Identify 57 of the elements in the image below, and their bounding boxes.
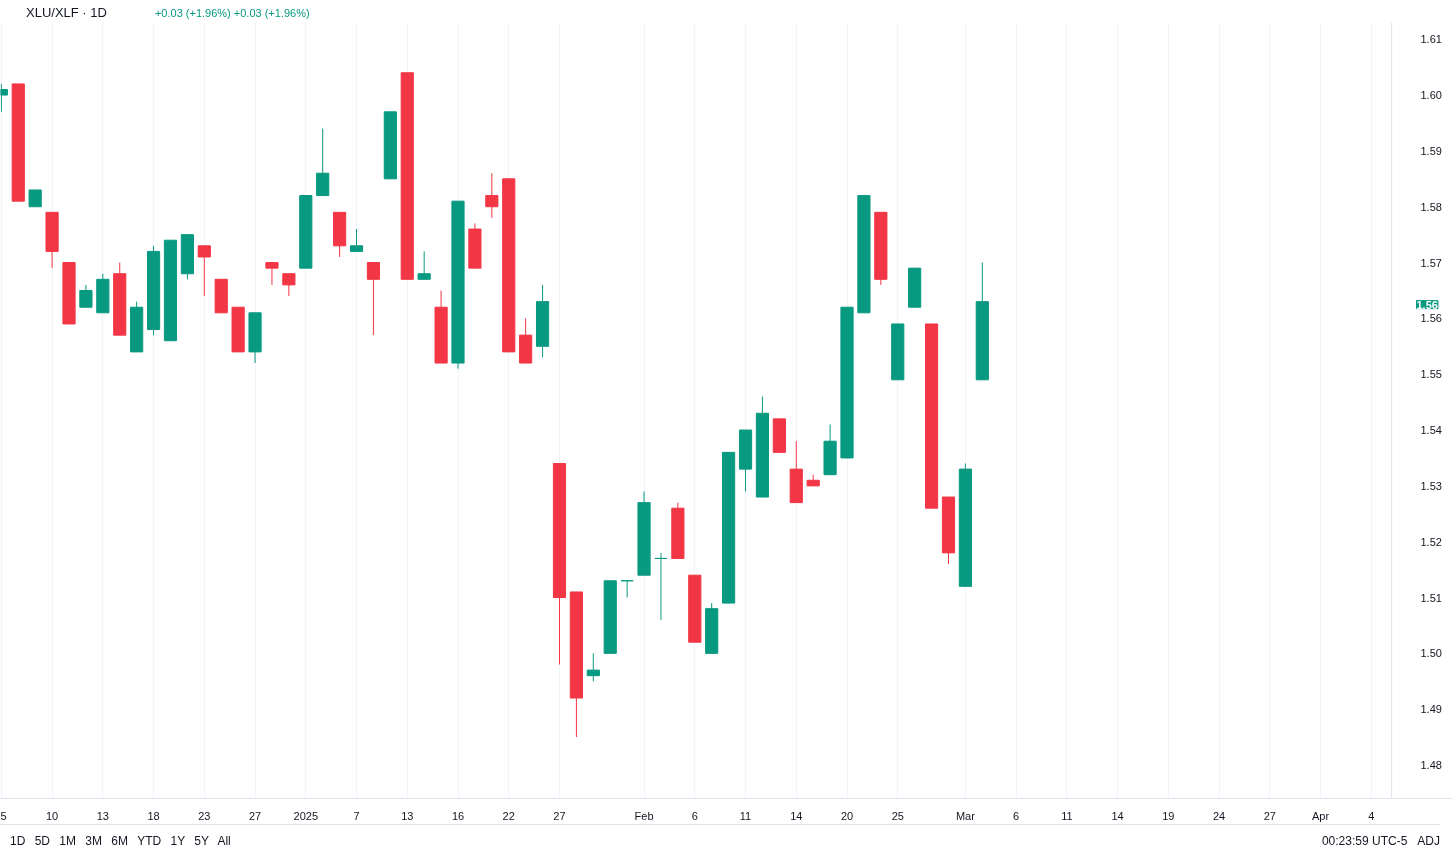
x-tick-label: 13	[96, 809, 109, 822]
x-tick-label: Feb	[634, 809, 654, 822]
text: 00:23:59 UTC-5 ADJ	[1321, 834, 1440, 848]
candlestick	[79, 284, 93, 308]
y-tick-label: 1.58	[1420, 200, 1442, 213]
x-tick-label: 6	[691, 809, 698, 822]
x-tick-label: 10	[45, 809, 59, 822]
candlestick	[366, 262, 381, 336]
x-tick-label: 2025	[293, 809, 319, 822]
x-tick-label: 20	[840, 809, 854, 822]
x-tick-label: 16	[451, 809, 465, 822]
x-tick-label: 14	[1111, 809, 1124, 822]
candlestick	[485, 172, 499, 219]
x-tick-label: 6	[1013, 809, 1020, 822]
x-tick-label: 7	[353, 809, 360, 822]
x-tick-label: 25	[891, 809, 904, 822]
x-tick-label: Mar	[955, 809, 976, 822]
y-tick-label: 1.61	[1420, 33, 1442, 46]
x-tick-label: 18	[147, 809, 160, 822]
y-tick-label: 1.60	[1420, 89, 1442, 102]
y-tick-label: 1.50	[1420, 647, 1442, 660]
y-tick-label: 1.57	[1420, 256, 1442, 269]
y-tick-label: 1.55	[1420, 368, 1442, 381]
x-tick-label: 22	[502, 809, 515, 822]
x-tick-label: 27	[248, 809, 262, 822]
chart-title: XLU/XLF · 1D	[26, 5, 107, 20]
x-tick-label: 24	[1212, 809, 1226, 822]
candlestick	[197, 245, 211, 297]
y-tick-label: 1.54	[1420, 424, 1442, 437]
x-tick-label: 14	[790, 809, 803, 822]
candlestick	[417, 250, 431, 280]
y-tick-label: 1.59	[1420, 144, 1442, 157]
candlestick	[316, 128, 330, 197]
y-tick-label: 1.51	[1420, 591, 1442, 604]
y-tick-label: 1.52	[1420, 535, 1442, 548]
candlestick	[282, 273, 296, 297]
y-tick-label: 1.49	[1420, 703, 1442, 716]
x-tick-label: 27	[553, 809, 566, 822]
chart-subtitle: +0.03 (+1.96%) +0.03 (+1.96%)	[154, 7, 310, 19]
y-tick-label: 1.56	[1420, 312, 1442, 325]
y-tick-label: 1.53	[1420, 479, 1442, 492]
candlestick	[265, 262, 279, 286]
x-tick-label: 19	[1162, 809, 1175, 822]
candlestick	[586, 652, 600, 682]
candlestick	[349, 228, 364, 252]
x-tick-label: 27	[1263, 809, 1276, 822]
y-tick-label: 1.48	[1420, 759, 1442, 771]
text: 1D 5D 1M 3M 6M YTD 1Y 5Y All	[10, 833, 231, 850]
x-tick-label: 4	[1368, 809, 1375, 822]
x-tick-label: 5	[0, 809, 7, 822]
candlestick	[620, 580, 634, 599]
x-tick-label: 13	[401, 809, 414, 822]
x-tick-label: 11	[1061, 809, 1073, 822]
candlestick	[654, 552, 668, 621]
x-tick-label: 23	[198, 809, 211, 822]
x-tick-label: Apr	[1312, 809, 1330, 822]
x-tick-label: 11	[739, 809, 752, 822]
